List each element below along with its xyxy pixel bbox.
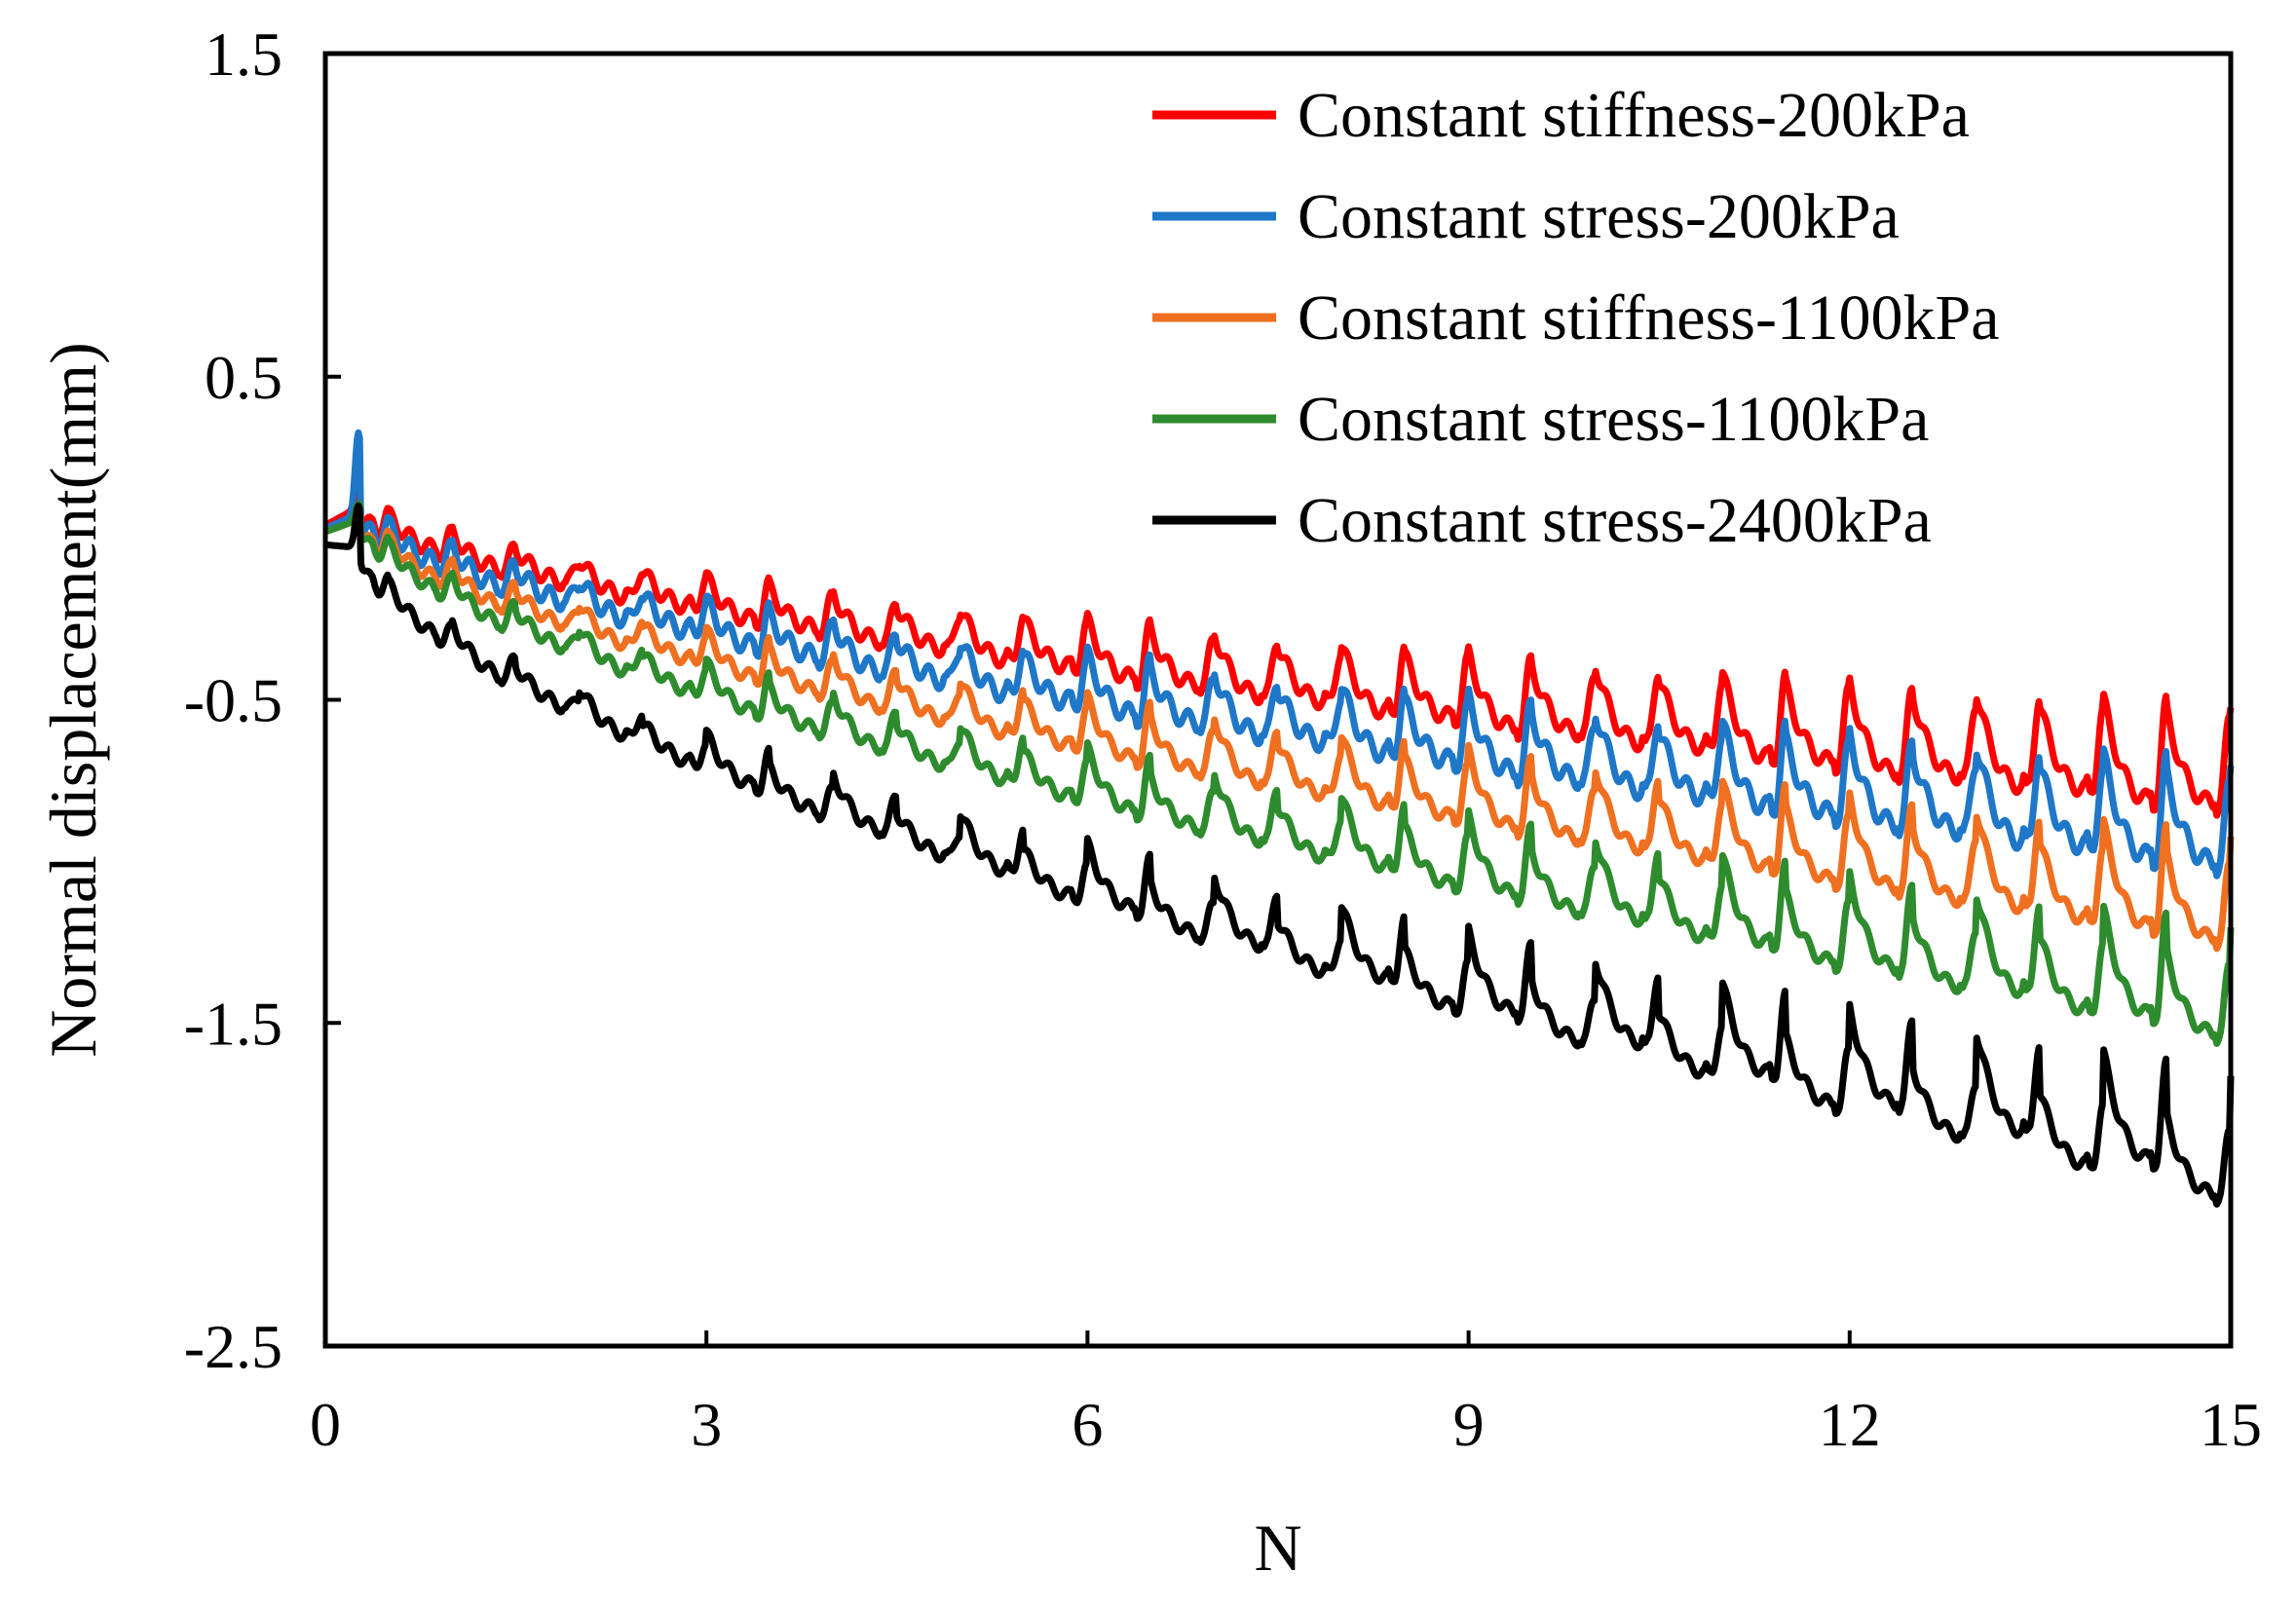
x-axis-ticks: 0 3 6 9 12 15 — [310, 1330, 2262, 1459]
y-tick-label: -1.5 — [184, 989, 282, 1058]
x-tick-label: 12 — [1819, 1390, 1881, 1459]
series-line-1 — [322, 429, 2235, 880]
legend-label-2: Constant stiffness-1100kPa — [1298, 282, 2000, 354]
y-axis-ticks: 1.5 0.5 -0.5 -1.5 -2.5 — [184, 19, 341, 1381]
x-tick-label: 3 — [691, 1390, 722, 1459]
x-tick-label: 9 — [1453, 1390, 1485, 1459]
legend: Constant stiffness-200kPa Constant stress… — [1152, 80, 2000, 556]
y-axis-title: Normal displacement(mm) — [36, 342, 110, 1058]
x-axis-title: N — [1254, 1511, 1301, 1585]
series-lines — [322, 429, 2235, 1208]
series-line-2 — [322, 503, 2235, 953]
legend-label-3: Constant stress-1100kPa — [1298, 384, 1929, 455]
plot-frame — [322, 51, 2234, 1349]
series-line-0 — [322, 471, 2235, 819]
legend-label-1: Constant stress-200kPa — [1298, 181, 1900, 252]
x-tick-label: 0 — [310, 1390, 341, 1459]
y-tick-label: -2.5 — [184, 1312, 282, 1381]
y-tick-label: 1.5 — [205, 19, 282, 89]
x-tick-label: 15 — [2200, 1390, 2262, 1459]
y-tick-label: 0.5 — [205, 343, 282, 412]
legend-label-0: Constant stiffness-200kPa — [1298, 80, 1970, 151]
series-line-3 — [322, 500, 2235, 1047]
x-tick-label: 6 — [1072, 1390, 1103, 1459]
series-line-4 — [322, 502, 2235, 1208]
y-tick-label: -0.5 — [184, 666, 282, 735]
legend-label-4: Constant stress-2400kPa — [1298, 485, 1932, 556]
